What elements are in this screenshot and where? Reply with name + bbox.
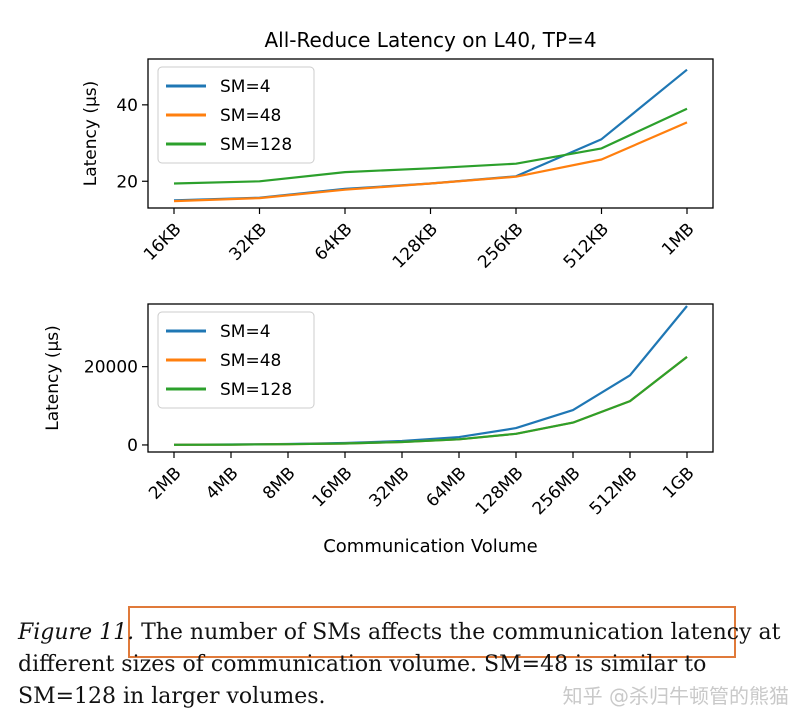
chart2-x-tick-label: 32MB — [365, 463, 413, 511]
chart2-y-tick-label: 20000 — [84, 358, 138, 378]
figure: All-Reduce Latency on L40, TP=4 16KB 32KB 6… — [43, 28, 714, 557]
chart1-x-tick-label: 64KB — [311, 219, 357, 265]
chart2-y-axis-label: Latency (μs) — [43, 325, 63, 431]
chart2-x-tick-label: 256MB — [529, 463, 585, 519]
chart2-x-tick-label: 1GB — [659, 463, 698, 502]
chart2-legend-label: SM=128 — [220, 380, 292, 400]
chart2-x-tick-label: 128MB — [472, 463, 528, 519]
chart2-x-tick-label: 64MB — [422, 463, 470, 511]
chart2-x-tick-label: 8MB — [259, 463, 299, 503]
chart1-x-tick-label: 512KB — [560, 219, 613, 272]
chart2-x-tick-label: 16MB — [308, 463, 356, 511]
chart1-legend-label: SM=48 — [220, 106, 281, 126]
chart1-x-tick-label: 32KB — [225, 219, 271, 265]
chart2-y-tick-label: 0 — [127, 436, 138, 456]
caption-highlight-box — [128, 606, 736, 658]
caption-label: Figure 11. — [18, 620, 135, 645]
chart1-y-axis-label: Latency (μs) — [81, 81, 101, 187]
chart2-legend-box — [157, 311, 315, 409]
chart2-legend-label: SM=4 — [220, 322, 271, 342]
figure-caption: Figure 11. The number of SMs affects the… — [18, 617, 798, 713]
chart1-series-line-sm48 — [173, 121, 688, 203]
caption-text: The number of SMs affects the communicat… — [18, 620, 781, 709]
chart1-x-tick-label: 16KB — [140, 219, 186, 265]
chart1-y-tick-label: 40 — [116, 96, 138, 116]
chart1-legend-box — [157, 66, 315, 164]
chart2-axes-frame — [147, 303, 714, 453]
chart1-x-tick-label: 128KB — [389, 219, 442, 272]
chart2-x-axis-label: Communication Volume — [323, 536, 538, 557]
chart1-x-tick-label: 256KB — [474, 219, 527, 272]
chart1-legend-label: SM=4 — [220, 77, 271, 97]
chart2-x-tick-label: 512MB — [586, 463, 642, 519]
chart2-legend-label: SM=48 — [220, 351, 281, 371]
chart2-x-tick-label: 4MB — [202, 463, 242, 503]
chart2-series-line-sm128 — [173, 356, 688, 446]
chart1-y-tick-label: 20 — [116, 172, 138, 192]
watermark: 知乎 @杀归牛顿管的熊猫 — [562, 684, 789, 708]
chart2-x-tick-label: 2MB — [145, 463, 185, 503]
chart1-series-line-sm128 — [173, 107, 688, 185]
chart1-legend-label: SM=128 — [220, 135, 292, 155]
chart1-x-tick-label: 1MB — [658, 219, 698, 259]
chart1-title: All-Reduce Latency on L40, TP=4 — [264, 28, 596, 52]
